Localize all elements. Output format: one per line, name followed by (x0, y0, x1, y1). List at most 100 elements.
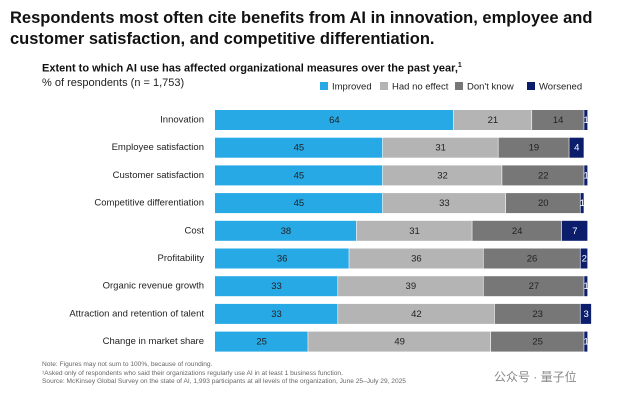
legend-swatch (455, 82, 463, 90)
chart: Improved Had no effect Don't know Worsened I… (69, 82, 592, 352)
value-label: 24 (512, 226, 523, 237)
bar-segment (215, 220, 357, 241)
bar-segment (491, 331, 584, 352)
bar-segment (502, 165, 584, 186)
bar-segment (580, 193, 584, 214)
value-label: 45 (294, 198, 305, 209)
bar-segment (215, 137, 383, 158)
bar-segment (569, 137, 584, 158)
y-tick-label: Profitability (158, 253, 205, 264)
value-label: 36 (411, 254, 422, 265)
value-label: 21 (488, 115, 499, 126)
bar-segment (215, 165, 383, 186)
bar-segment (505, 193, 580, 214)
y-tick-label: Cost (184, 225, 204, 236)
bar-segment (215, 303, 338, 324)
value-label: 25 (532, 337, 543, 348)
legend-swatch (320, 82, 328, 90)
value-label: 33 (271, 281, 282, 292)
value-label: 42 (411, 309, 422, 320)
footnote-marker: 1 (457, 62, 462, 69)
bar-segment (580, 303, 592, 324)
bar-segment (215, 276, 338, 297)
value-label: 32 (437, 170, 448, 181)
bar-segment (483, 248, 580, 269)
bar-segment (453, 110, 532, 130)
legend-label: Don't know (467, 82, 514, 93)
bar-segment (498, 137, 569, 158)
value-label: 1 (580, 198, 585, 209)
note: Note: Figures may not sum to 100%, becau… (42, 361, 213, 368)
bar-segment (532, 110, 584, 130)
y-tick-label: Customer satisfaction (113, 170, 204, 181)
value-label: 49 (394, 337, 405, 348)
bar-segment (215, 248, 349, 269)
bar-segment (382, 193, 506, 214)
value-label: 22 (538, 170, 549, 181)
bar-segment (584, 110, 588, 130)
bar-segment (349, 248, 483, 269)
legend-label: Improved (332, 82, 372, 93)
legend-label: Had no effect (392, 82, 449, 93)
bar-segment (584, 165, 588, 186)
watermark: 公众号 · 量子位 (494, 370, 577, 384)
subtitle: Extent to which AI use has affected orga… (42, 62, 462, 75)
value-label: 7 (572, 226, 577, 237)
bar-segment (472, 220, 562, 241)
value-label: 23 (532, 309, 543, 320)
value-label: 64 (329, 115, 340, 126)
value-label: 2 (582, 254, 587, 265)
bar-segment (338, 276, 483, 297)
y-tick-label: Organic revenue growth (103, 281, 204, 292)
value-label: 45 (294, 170, 305, 181)
legend-swatch (380, 82, 388, 90)
value-label: 27 (529, 281, 540, 292)
value-label: 33 (439, 198, 450, 209)
bar-segment (494, 303, 580, 324)
value-label: 26 (527, 254, 538, 265)
unit-label: % of respondents (n = 1,753) (42, 77, 185, 89)
value-label: 1 (583, 337, 588, 348)
y-tick-label: Innovation (160, 115, 204, 126)
value-label: 4 (574, 143, 579, 154)
value-label: 38 (281, 226, 292, 237)
value-label: 20 (538, 198, 549, 209)
bar-segment (580, 248, 588, 269)
legend-label: Worsened (539, 82, 582, 93)
bar-segment (215, 331, 308, 352)
subtitle-text: Extent to which AI use has affected orga… (42, 62, 458, 75)
bar-segment (308, 331, 491, 352)
note: ¹Asked only of respondents who said thei… (42, 369, 343, 377)
value-label: 39 (406, 281, 417, 292)
bar-segment (561, 220, 588, 241)
bar-segment (382, 137, 498, 158)
bar-segment (584, 276, 588, 297)
chart-title: Respondents most often cite benefits fro… (10, 9, 593, 48)
notes: Note: Figures may not sum to 100%, becau… (42, 361, 406, 387)
value-label: 33 (271, 309, 282, 320)
bar-segment (215, 110, 454, 130)
value-label: 14 (553, 115, 564, 126)
bar-segment (483, 276, 584, 297)
value-label: 1 (583, 115, 588, 126)
bar-segment (356, 220, 472, 241)
bar-segment (215, 193, 383, 214)
value-label: 31 (409, 226, 420, 237)
note: Source: McKinsey Global Survey on the st… (42, 378, 406, 386)
y-tick-label: Employee satisfaction (112, 142, 204, 153)
legend-swatch (527, 82, 535, 90)
value-label: 25 (256, 337, 267, 348)
value-label: 3 (583, 309, 588, 320)
bar-segment (382, 165, 502, 186)
y-tick-label: Change in market share (103, 336, 204, 347)
value-label: 1 (583, 170, 588, 181)
bar-segment (338, 303, 495, 324)
value-label: 19 (529, 143, 540, 154)
value-label: 45 (294, 143, 305, 154)
y-tick-label: Attraction and retention of talent (69, 308, 204, 319)
y-tick-label: Competitive differentiation (94, 198, 204, 209)
value-label: 1 (583, 281, 588, 292)
bar-segment (584, 331, 588, 352)
value-label: 36 (277, 254, 288, 265)
